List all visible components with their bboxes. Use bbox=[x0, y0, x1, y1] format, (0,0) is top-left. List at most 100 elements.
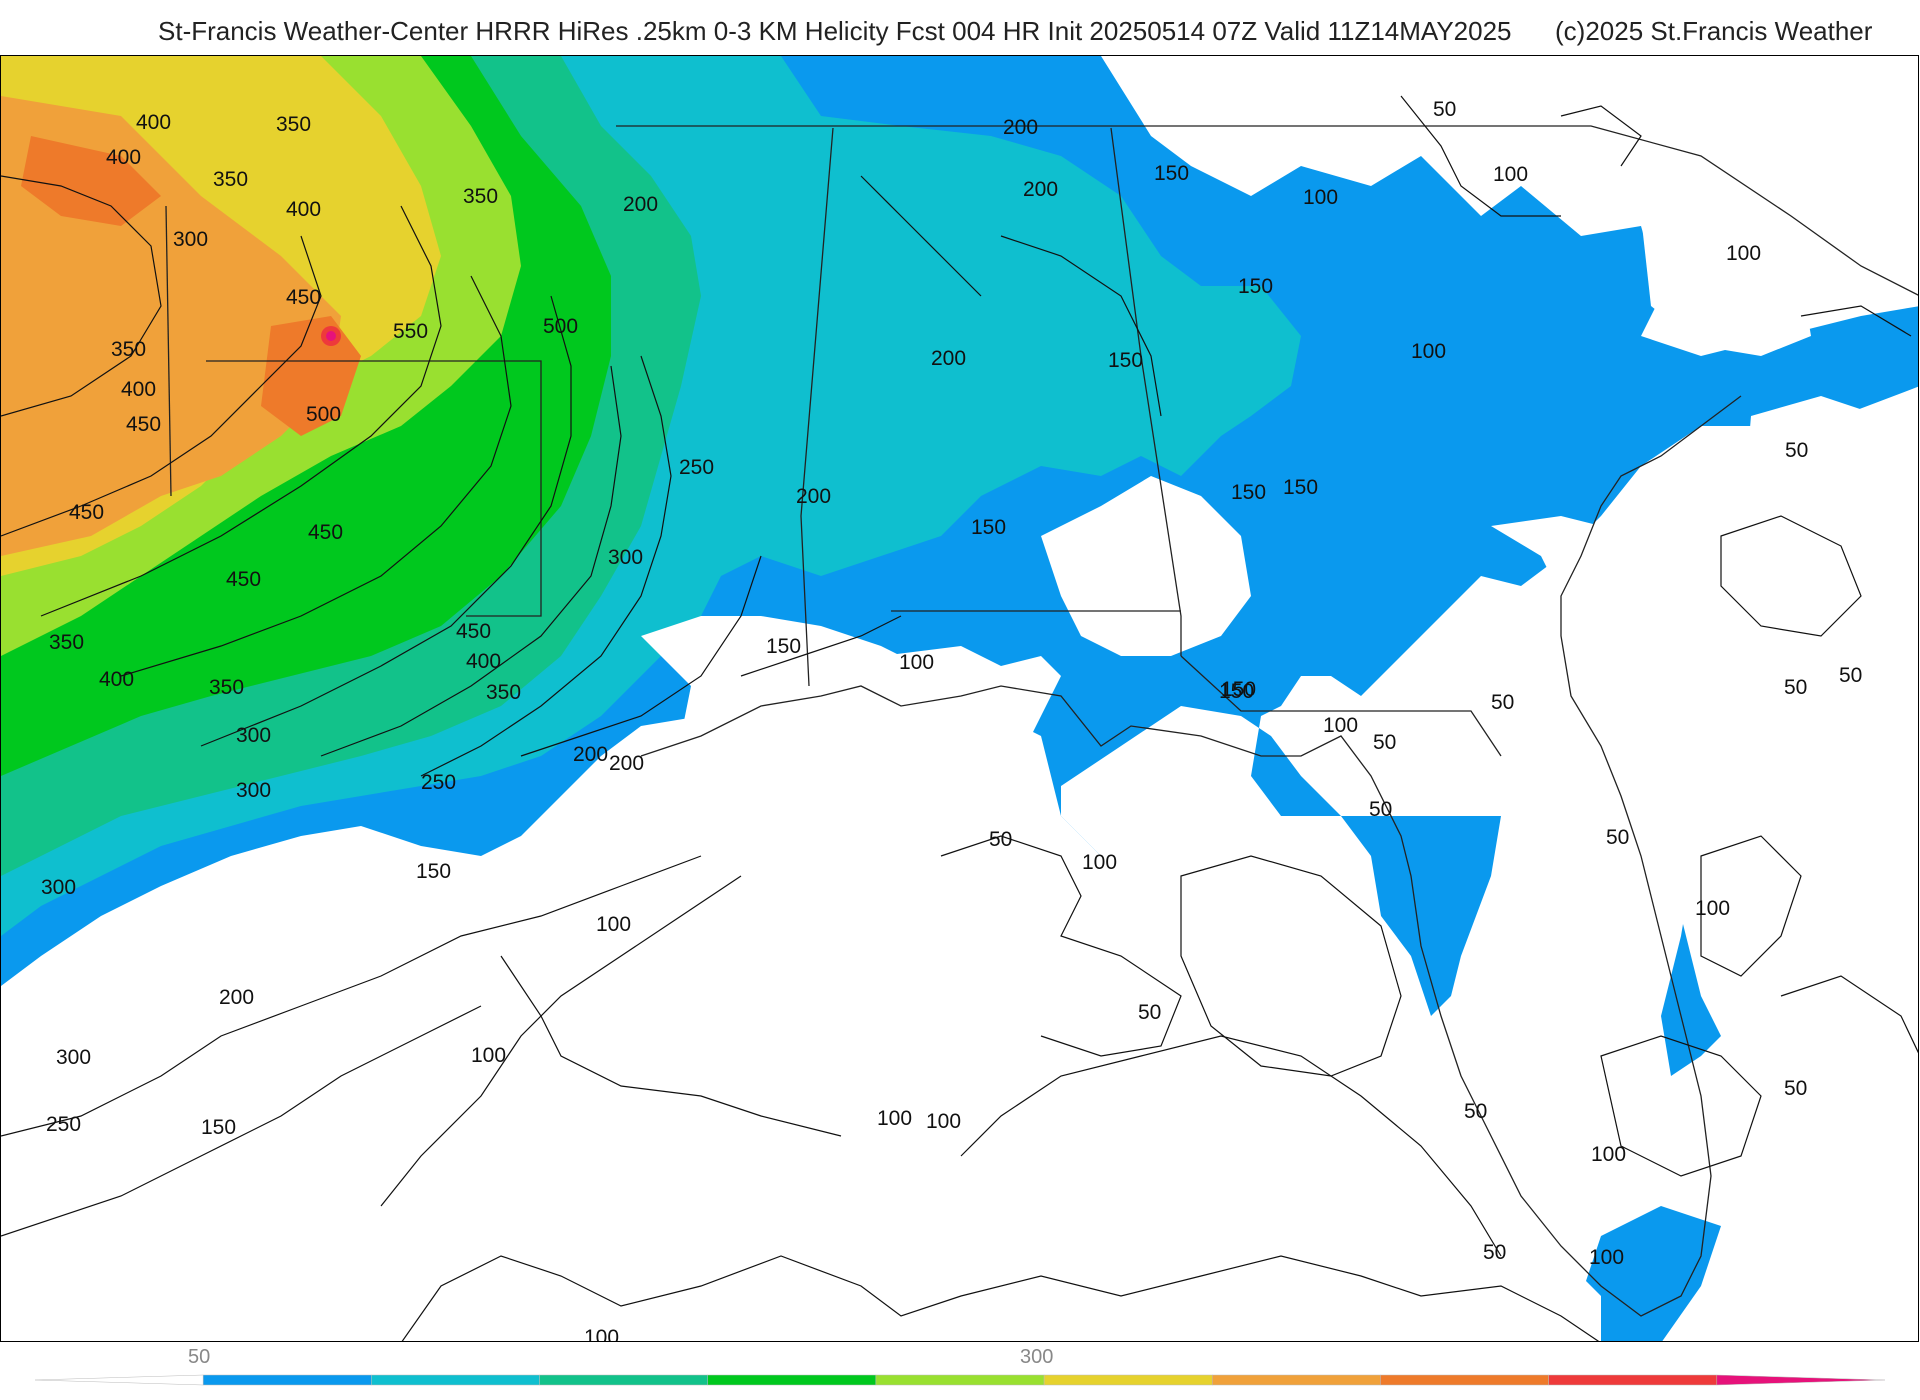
contour-label: 100 bbox=[899, 651, 934, 674]
contour-label: 200 bbox=[796, 485, 831, 508]
contour-label: 50 bbox=[1464, 1100, 1487, 1123]
colorbar-cell bbox=[202, 1374, 372, 1386]
contour-line bbox=[1000, 235, 1162, 417]
contour-label: 50 bbox=[1433, 98, 1456, 121]
contour-label: 350 bbox=[49, 631, 84, 654]
contour-label: 100 bbox=[1303, 186, 1338, 209]
contour-label: 50 bbox=[1138, 1001, 1161, 1024]
fill-band-orange-north bbox=[21, 136, 161, 226]
contour-label: 50 bbox=[1373, 731, 1396, 754]
state-boundary bbox=[800, 127, 834, 687]
contour-label: 100 bbox=[1082, 851, 1117, 874]
boundary-lines bbox=[165, 125, 1918, 1317]
contour-label: 200 bbox=[609, 752, 644, 775]
contour-line bbox=[1, 855, 702, 1137]
fill-band-orange-blob bbox=[261, 316, 361, 436]
contour-label: 150 bbox=[1154, 162, 1189, 185]
contour-line bbox=[1560, 105, 1642, 167]
contour-label: 400 bbox=[99, 668, 134, 691]
state-boundary bbox=[206, 360, 542, 617]
contour-label: 50 bbox=[1839, 664, 1862, 687]
contour-line bbox=[1720, 515, 1862, 637]
contour-label: 300 bbox=[173, 228, 208, 251]
contour-label: 350 bbox=[209, 676, 244, 699]
colorbar: 50 300 bbox=[0, 1342, 1920, 1400]
contour-label: 300 bbox=[236, 724, 271, 747]
contour-line bbox=[860, 175, 982, 297]
contour-label: 200 bbox=[1003, 116, 1038, 139]
contour-line bbox=[1700, 835, 1802, 977]
contour-label: 450 bbox=[69, 501, 104, 524]
fill-hole-ne bbox=[1641, 206, 1811, 356]
coastline bbox=[640, 395, 1742, 1317]
contour-label: 100 bbox=[584, 1326, 619, 1342]
contour-label: 150 bbox=[766, 635, 801, 658]
contour-line bbox=[200, 295, 572, 747]
contour-label: 200 bbox=[573, 743, 608, 766]
copyright-text: (c)2025 St.Francis Weather bbox=[1555, 16, 1873, 46]
contour-label: 100 bbox=[1411, 340, 1446, 363]
contour-label: 200 bbox=[623, 193, 658, 216]
contour-label: 50 bbox=[1369, 798, 1392, 821]
contour-label: 300 bbox=[236, 779, 271, 802]
contour-label: 50 bbox=[1606, 826, 1629, 849]
contour-label: 500 bbox=[543, 315, 578, 338]
state-boundary bbox=[1180, 655, 1502, 757]
contour-label: 200 bbox=[931, 347, 966, 370]
colorbar-cell bbox=[539, 1374, 708, 1386]
contour-label: 50 bbox=[1784, 1077, 1807, 1100]
colorbar-strip bbox=[34, 1374, 1886, 1386]
colorbar-cell bbox=[1380, 1374, 1549, 1386]
contour-label: 350 bbox=[213, 168, 248, 191]
contour-line bbox=[960, 1035, 1502, 1257]
contour-label: 50 bbox=[1491, 691, 1514, 714]
contour-label: 400 bbox=[106, 146, 141, 169]
contour-label: 400 bbox=[466, 650, 501, 673]
contour-line bbox=[740, 615, 902, 677]
contour-label: 100 bbox=[1726, 242, 1761, 265]
contour-label: 100 bbox=[877, 1107, 912, 1130]
contour-label: 350 bbox=[486, 681, 521, 704]
contour-label: 200 bbox=[219, 986, 254, 1009]
contour-label: 100 bbox=[471, 1044, 506, 1067]
contour-line bbox=[420, 355, 672, 777]
contour-label: 150 bbox=[201, 1116, 236, 1139]
contour-label: 350 bbox=[276, 113, 311, 136]
contour-label: 450 bbox=[286, 286, 321, 309]
helicity-map: 400 350 400 350 400 300 350 450 550 500 … bbox=[0, 55, 1919, 1342]
contour-label: 150 bbox=[971, 516, 1006, 539]
contour-label: 150 bbox=[1219, 680, 1254, 703]
contour-label: 250 bbox=[679, 456, 714, 479]
contour-label: 150 bbox=[1231, 481, 1266, 504]
colorbar-cell bbox=[707, 1374, 877, 1386]
contour-label: 400 bbox=[121, 378, 156, 401]
contour-line bbox=[940, 835, 1182, 1057]
contour-label: 250 bbox=[46, 1113, 81, 1136]
contour-line bbox=[40, 205, 442, 617]
colorbar-cell bbox=[34, 1374, 204, 1386]
fill-hole-east-atl bbox=[1741, 396, 1918, 696]
colorbar-cell bbox=[1548, 1374, 1718, 1386]
contour-line bbox=[1800, 305, 1912, 337]
contour-label: 350 bbox=[463, 185, 498, 208]
colorbar-tick-label: 50 bbox=[188, 1346, 211, 1368]
contour-label: 400 bbox=[286, 198, 321, 221]
contour-label: 450 bbox=[226, 568, 261, 591]
colorbar-tick-label: 300 bbox=[1020, 1346, 1054, 1368]
contour-line bbox=[320, 365, 622, 757]
contour-line bbox=[1, 1005, 482, 1237]
colorbar-cell bbox=[371, 1374, 540, 1386]
contour-line bbox=[1780, 975, 1918, 1054]
contour-lines bbox=[1, 95, 1918, 1341]
contour-line bbox=[1, 235, 322, 537]
contour-label: 50 bbox=[1785, 439, 1808, 462]
contour-labels: 400 350 400 350 400 300 350 450 550 500 … bbox=[41, 98, 1862, 1342]
state-boundary bbox=[616, 125, 1918, 296]
map-title: St-Francis Weather-Center HRRR HiRes .25… bbox=[158, 16, 1512, 46]
colorbar-cell bbox=[875, 1374, 1045, 1386]
contour-label: 300 bbox=[608, 546, 643, 569]
colorbar-cell bbox=[1212, 1374, 1381, 1386]
contour-label: 450 bbox=[456, 620, 491, 643]
contour-label: 400 bbox=[136, 111, 171, 134]
fill-hole-gulf bbox=[1, 616, 1601, 1341]
